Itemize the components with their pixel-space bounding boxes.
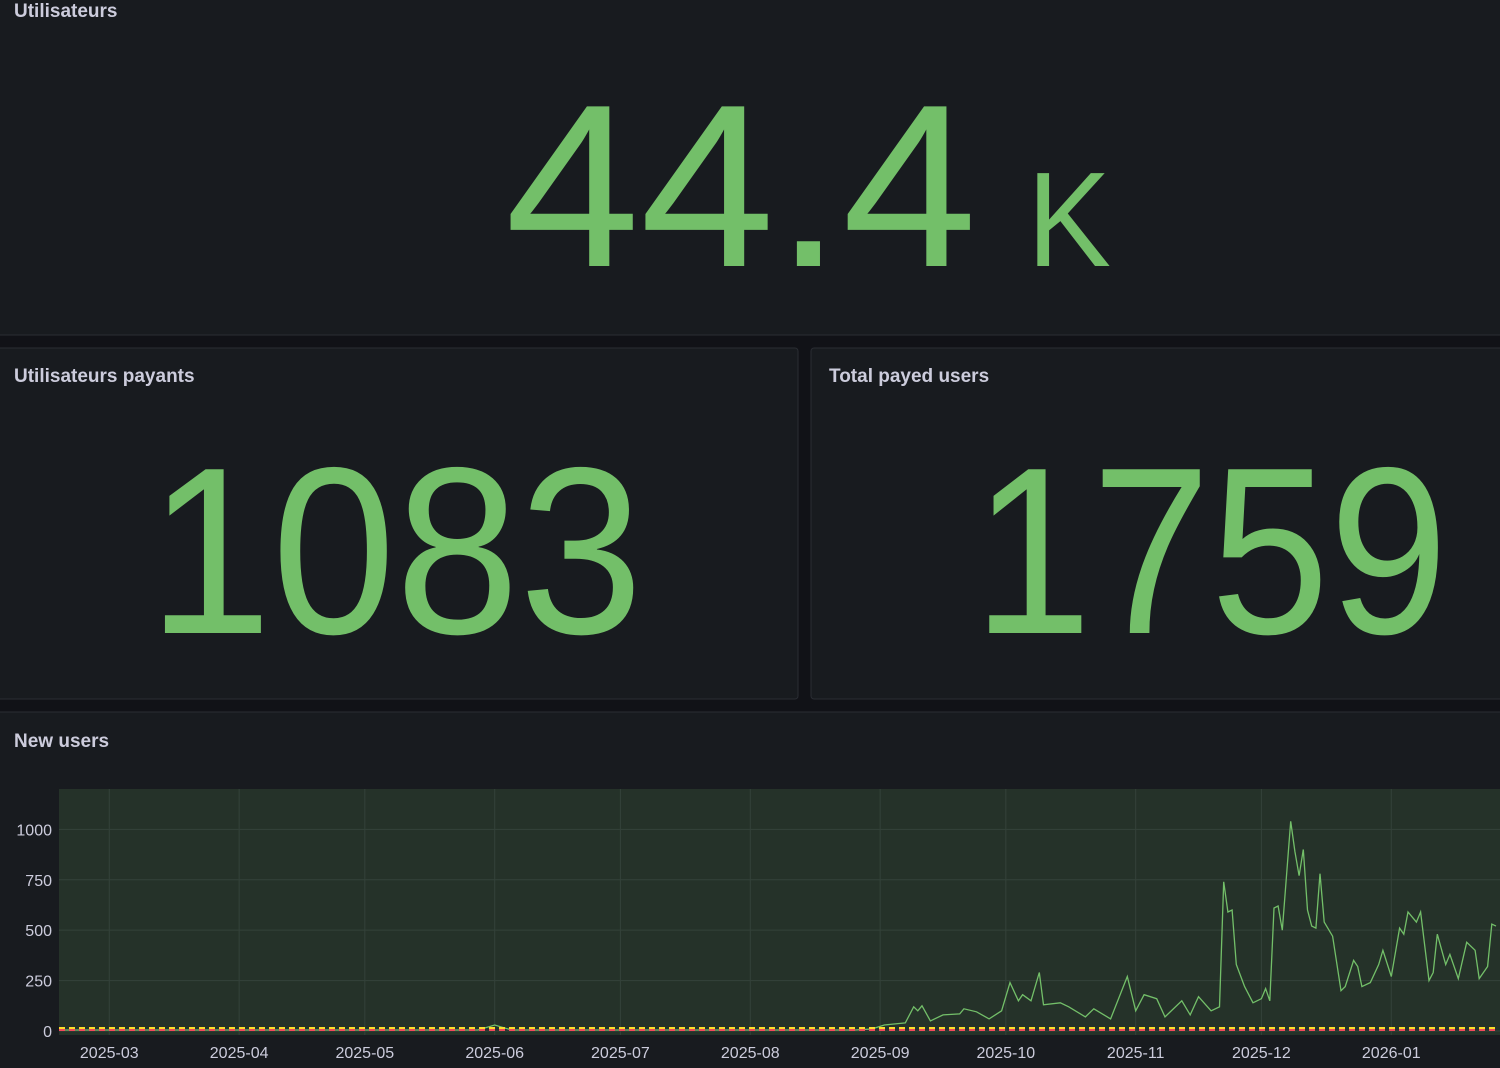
stat-value: 1759: [973, 419, 1448, 684]
y-tick-label: 500: [25, 923, 52, 940]
stat-value: 1083: [148, 419, 643, 684]
x-tick-label: 2025-05: [335, 1045, 394, 1062]
stat-unit: K: [1027, 144, 1111, 295]
x-tick-label: 2025-04: [210, 1045, 269, 1062]
panel-title: Utilisateurs payants: [14, 366, 195, 387]
x-tick-label: 2025-06: [465, 1045, 524, 1062]
x-tick-label: 2025-12: [1232, 1045, 1291, 1062]
panel-title: Utilisateurs: [14, 1, 117, 22]
x-tick-label: 2025-10: [976, 1045, 1035, 1062]
x-tick-label: 2025-07: [591, 1045, 650, 1062]
panel: [0, 347, 799, 700]
plot-area: [59, 789, 1500, 1035]
y-tick-label: 250: [25, 974, 52, 991]
x-tick-label: 2025-08: [721, 1045, 780, 1062]
panel-title: New users: [14, 731, 109, 752]
panel: [0, 0, 1500, 336]
y-tick-label: 750: [25, 873, 52, 890]
x-tick-label: 2025-11: [1107, 1045, 1165, 1062]
y-tick-label: 1000: [16, 822, 52, 839]
x-tick-label: 2025-09: [851, 1045, 910, 1062]
y-tick-label: 0: [43, 1024, 52, 1041]
x-tick-label: 2025-03: [80, 1045, 139, 1062]
x-tick-label: 2026-01: [1362, 1045, 1421, 1062]
stat-value: 44.4: [505, 57, 977, 316]
panel: [810, 347, 1500, 700]
panel-title: Total payed users: [829, 366, 989, 387]
